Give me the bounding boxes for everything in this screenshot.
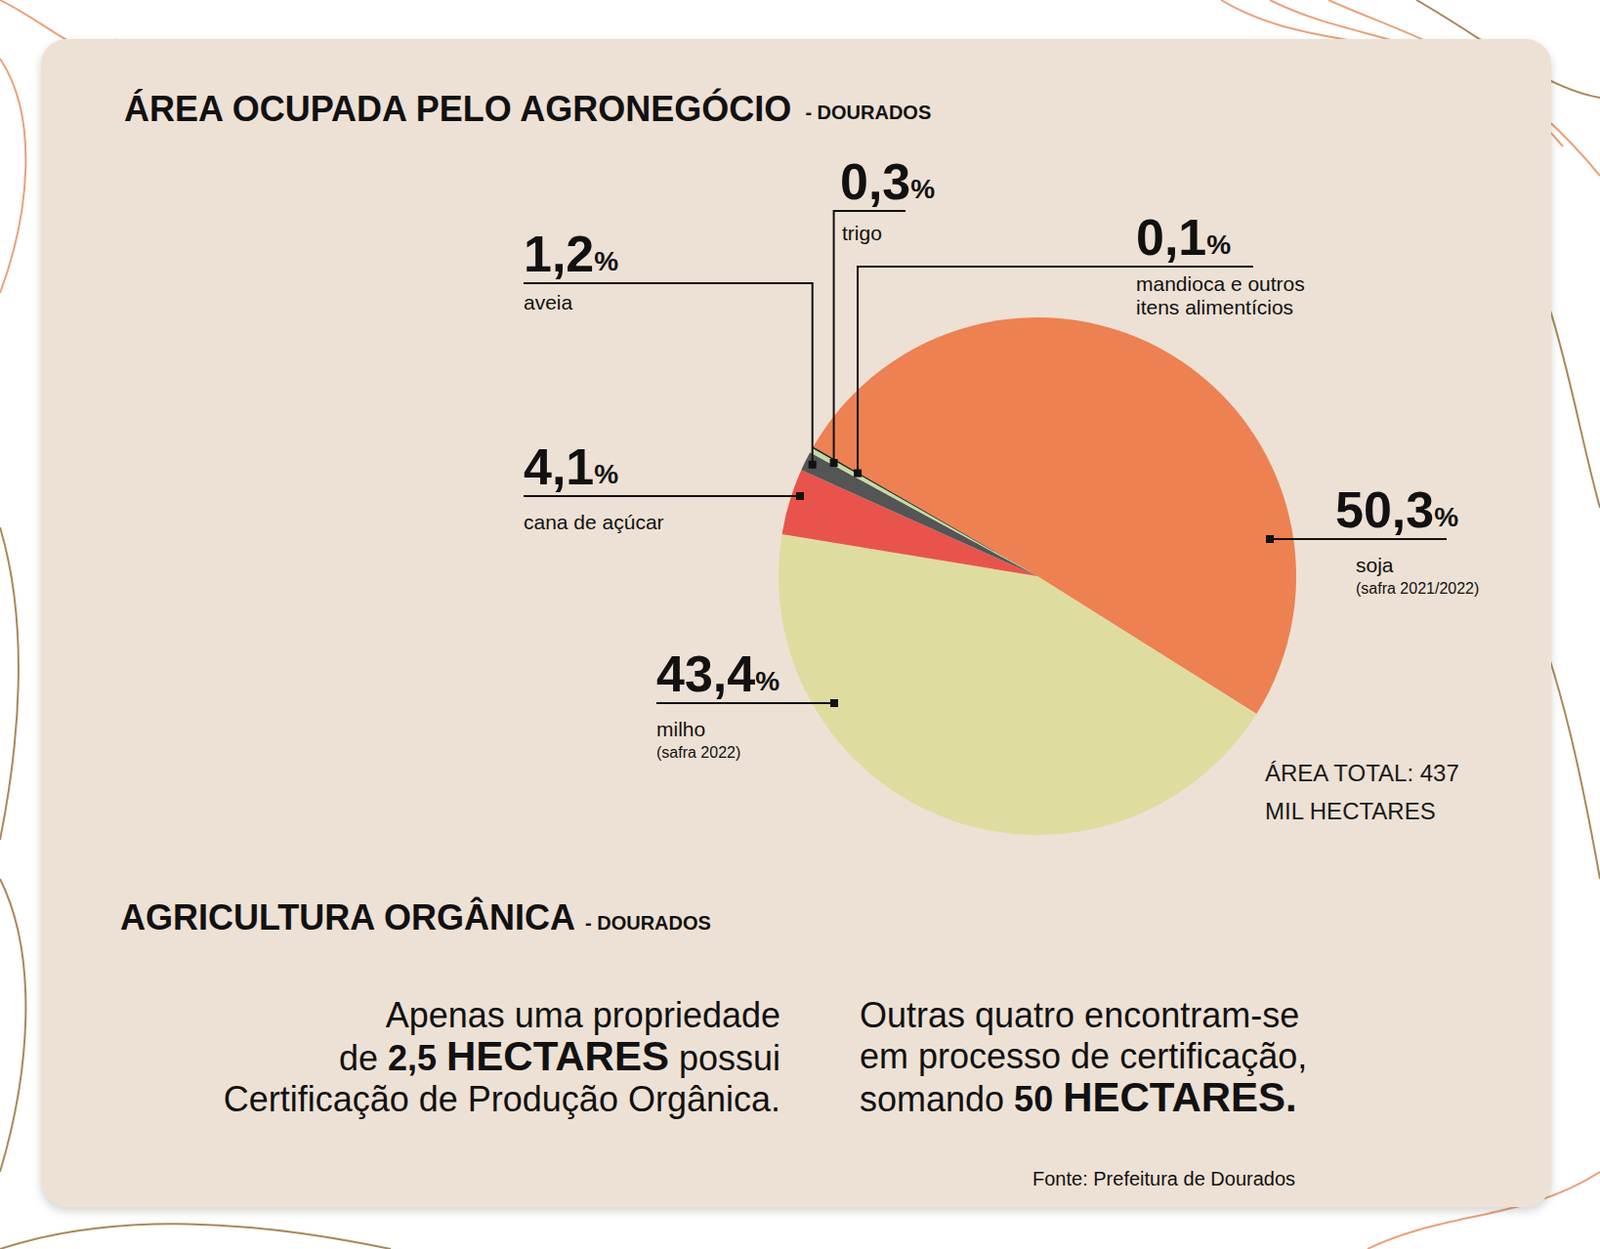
html-text:Outras quatro encontram-se: Outras quatro encontram-se bbox=[859, 995, 1300, 1036]
html-text:Apenas uma propriedade: Apenas uma propriedade bbox=[385, 995, 781, 1036]
html-text:AGRICULTURA ORGÂNICA - DOURADO: AGRICULTURA ORGÂNICA - DOURADOS bbox=[120, 897, 712, 938]
svg-text:4,1: 4,1 bbox=[523, 438, 594, 496]
svg-text:%: % bbox=[593, 459, 619, 490]
svg-text:- DOURADOS: - DOURADOS bbox=[804, 101, 931, 124]
svg-text:%: % bbox=[1206, 229, 1231, 260]
svg-text:%: % bbox=[755, 666, 780, 697]
svg-text:1,2: 1,2 bbox=[523, 225, 594, 283]
svg-text:milho: milho bbox=[656, 717, 706, 741]
svg-text:aveia: aveia bbox=[523, 291, 574, 314]
svg-text:ÁREA OCUPADA PELO AGRONEGÓCIO: ÁREA OCUPADA PELO AGRONEGÓCIO bbox=[124, 87, 792, 129]
svg-text:%: % bbox=[593, 246, 619, 277]
html-text:de 2,5 HECTARES possui: de 2,5 HECTARES possui bbox=[338, 1033, 781, 1080]
svg-text:soja: soja bbox=[1355, 553, 1394, 577]
svg-text:(safra 2021/2022): (safra 2021/2022) bbox=[1355, 580, 1479, 597]
svg-text:cana de açúcar: cana de açúcar bbox=[523, 510, 665, 534]
svg-text:mandioca e outros: mandioca e outros bbox=[1136, 272, 1311, 295]
svg-text:%: % bbox=[1433, 502, 1459, 533]
svg-text:0,3: 0,3 bbox=[840, 153, 911, 211]
svg-text:(safra 2022): (safra 2022) bbox=[656, 744, 741, 761]
svg-text:trigo: trigo bbox=[842, 221, 883, 245]
svg-text:50,3: 50,3 bbox=[1335, 481, 1434, 539]
html-text:em processo de certificação,: em processo de certificação, bbox=[859, 1036, 1308, 1077]
svg-text:MIL HECTARES: MIL HECTARES bbox=[1264, 798, 1436, 825]
html-text:Certificação de Produção Orgân: Certificação de Produção Orgânica. bbox=[223, 1079, 781, 1120]
svg-text:itens alimentícios: itens alimentícios bbox=[1136, 295, 1294, 319]
svg-text:0,1: 0,1 bbox=[1136, 209, 1207, 266]
svg-text:ÁREA TOTAL: 437: ÁREA TOTAL: 437 bbox=[1264, 759, 1466, 787]
svg-text:%: % bbox=[910, 173, 935, 205]
html-text:Fonte: Prefeitura de Dourados: Fonte: Prefeitura de Dourados bbox=[1032, 1168, 1296, 1190]
html-text:somando 50 HECTARES.: somando 50 HECTARES. bbox=[859, 1074, 1297, 1121]
svg-text:43,4: 43,4 bbox=[656, 645, 756, 703]
